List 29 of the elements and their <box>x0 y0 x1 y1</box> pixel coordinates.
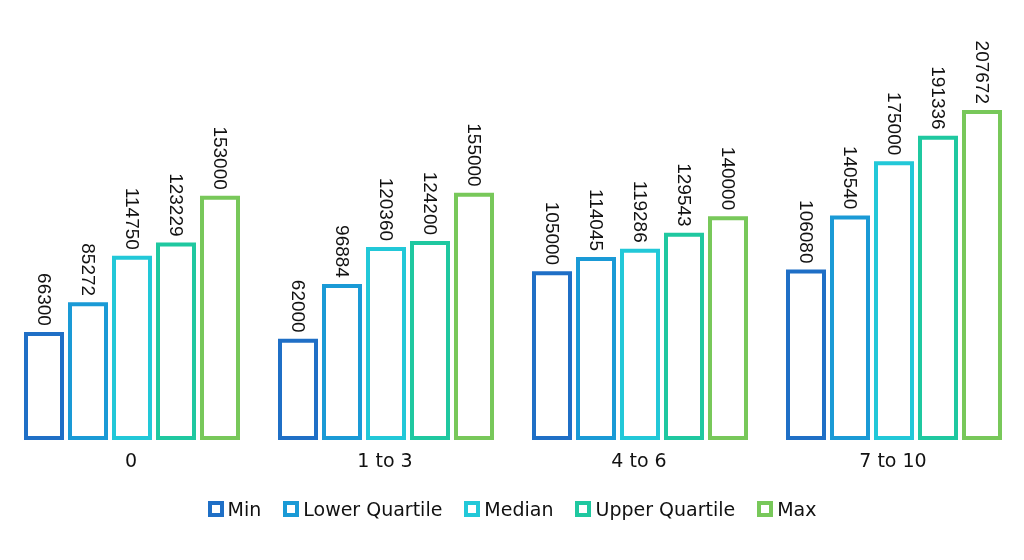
data-label: 153000 <box>209 126 231 190</box>
data-label: 191336 <box>927 66 949 130</box>
data-label: 106080 <box>795 200 817 264</box>
legend-label: Median <box>483 498 554 520</box>
data-label: 124200 <box>419 171 441 236</box>
data-label: 66300 <box>33 273 55 326</box>
data-label: 105000 <box>541 201 563 266</box>
data-label: 120360 <box>375 177 397 242</box>
data-label: 207672 <box>971 40 993 104</box>
data-label: 119286 <box>629 180 651 243</box>
x-tick-label: 4 to 6 <box>611 449 667 472</box>
data-label: 96884 <box>331 225 353 279</box>
data-label: 85272 <box>77 243 99 297</box>
data-label: 140540 <box>839 145 861 210</box>
data-label: 140000 <box>717 146 739 211</box>
x-tick-label: 1 to 3 <box>357 449 413 472</box>
data-label: 175000 <box>883 91 905 156</box>
data-label: 129543 <box>673 163 695 227</box>
legend-label: Min <box>226 498 262 520</box>
legend-label: Max <box>776 498 817 520</box>
legend-label: Upper Quartile <box>594 498 736 520</box>
x-tick-label: 7 to 10 <box>859 449 927 472</box>
data-label: 123229 <box>165 173 187 237</box>
data-label: 155000 <box>463 123 485 187</box>
x-tick-label: 0 <box>124 449 138 472</box>
data-label: 114750 <box>121 187 143 250</box>
data-label: 114045 <box>585 188 607 251</box>
data-label: 62000 <box>287 279 309 333</box>
legend-label: Lower Quartile <box>302 498 443 520</box>
